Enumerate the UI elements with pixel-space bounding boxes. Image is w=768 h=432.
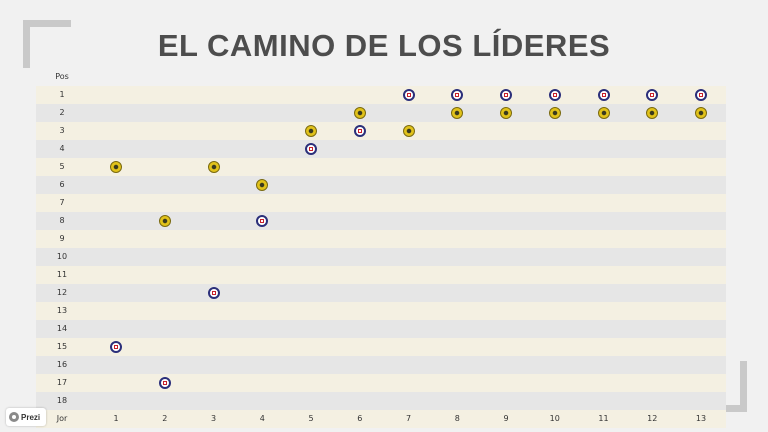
- x-tick-label: 9: [503, 414, 509, 423]
- y-tick-label: 16: [56, 360, 68, 369]
- position-row: 1: [36, 86, 726, 104]
- position-row: 14: [36, 320, 726, 338]
- y-tick-label: 11: [56, 270, 68, 279]
- x-tick-label: 1: [113, 414, 119, 423]
- x-tick-label: 7: [405, 414, 412, 423]
- x-tick-label: 5: [308, 414, 314, 423]
- y-tick-label: 13: [56, 306, 68, 315]
- position-row: 3: [36, 122, 726, 140]
- x-tick-label: 11: [598, 414, 609, 423]
- y-tick-label: 10: [56, 252, 68, 261]
- cruz-azul-crest-icon: [646, 89, 659, 101]
- cruz-azul-crest-icon: [402, 89, 415, 101]
- club-america-crest-icon: [451, 107, 464, 119]
- position-row: 11: [36, 266, 726, 284]
- y-axis-header: Pos: [55, 72, 69, 81]
- y-tick-label: 18: [56, 396, 68, 405]
- y-tick-label: 17: [56, 378, 68, 387]
- position-row: 7: [36, 194, 726, 212]
- frame-corner-top-left-vertical: [23, 20, 30, 68]
- club-america-crest-icon: [646, 107, 659, 119]
- position-row: 10: [36, 248, 726, 266]
- position-row: 18: [36, 392, 726, 410]
- prezi-logo-icon: [9, 412, 19, 422]
- cruz-azul-crest-icon: [158, 377, 171, 389]
- x-tick-label: 8: [454, 414, 460, 423]
- cruz-azul-crest-icon: [451, 89, 464, 101]
- leaders-position-chart: Pos 1 2 3 4 5 6 7 8 9 10 11 12 13 14 15 16 17 18 Jor 1 2 3 4 5 6 7…: [36, 68, 726, 428]
- x-tick-label: 6: [357, 414, 363, 423]
- position-row: 16: [36, 356, 726, 374]
- cruz-azul-crest-icon: [256, 215, 269, 227]
- y-tick-label: 7: [59, 198, 65, 207]
- position-row: 8: [36, 212, 726, 230]
- y-tick-label: 6: [59, 180, 65, 189]
- club-america-crest-icon: [353, 107, 366, 119]
- position-row: 15: [36, 338, 726, 356]
- y-tick-label: 15: [56, 342, 68, 351]
- cruz-azul-crest-icon: [695, 89, 707, 101]
- y-tick-label: 2: [59, 108, 65, 117]
- position-row: 12: [36, 284, 726, 302]
- x-tick-label: 3: [210, 414, 217, 423]
- x-tick-label: 4: [259, 414, 265, 423]
- y-tick-label: 4: [59, 144, 65, 153]
- x-axis-header: Jor: [56, 414, 68, 423]
- chart-header-row: Pos: [36, 68, 726, 86]
- club-america-crest-icon: [158, 215, 171, 227]
- club-america-crest-icon: [548, 107, 561, 119]
- position-row: 17: [36, 374, 726, 392]
- position-row: 4: [36, 140, 726, 158]
- prezi-label: Prezi: [21, 412, 41, 422]
- x-axis-row: Jor 1 2 3 4 5 6 7 8 9 10 11 12 13: [36, 410, 726, 428]
- x-tick-label: 2: [162, 414, 168, 423]
- y-tick-label: 3: [59, 126, 65, 135]
- cruz-azul-crest-icon: [305, 143, 317, 155]
- cruz-azul-crest-icon: [548, 89, 561, 101]
- club-america-crest-icon: [305, 125, 317, 137]
- prezi-badge[interactable]: Prezi: [6, 408, 46, 426]
- x-tick-label: 13: [695, 414, 707, 423]
- cruz-azul-crest-icon: [597, 89, 610, 101]
- position-row: 5: [36, 158, 726, 176]
- cruz-azul-crest-icon: [500, 89, 512, 101]
- club-america-crest-icon: [500, 107, 512, 119]
- x-tick-label: 12: [647, 414, 658, 423]
- y-tick-label: 1: [59, 90, 65, 99]
- y-tick-label: 8: [59, 216, 65, 225]
- page-title: EL CAMINO DE LOS LÍDERES: [157, 28, 611, 63]
- club-america-crest-icon: [207, 161, 220, 173]
- position-row: 13: [36, 302, 726, 320]
- club-america-crest-icon: [256, 179, 269, 191]
- club-america-crest-icon: [695, 107, 707, 119]
- y-tick-label: 12: [56, 288, 68, 297]
- cruz-azul-crest-icon: [353, 125, 366, 137]
- club-america-crest-icon: [402, 125, 415, 137]
- y-tick-label: 14: [56, 324, 68, 333]
- y-tick-label: 9: [59, 234, 65, 243]
- x-tick-label: 10: [549, 414, 560, 423]
- y-tick-label: 5: [59, 162, 65, 171]
- position-row: 9: [36, 230, 726, 248]
- position-row: 6: [36, 176, 726, 194]
- position-row: 2: [36, 104, 726, 122]
- club-america-crest-icon: [597, 107, 610, 119]
- cruz-azul-crest-icon: [207, 287, 220, 299]
- frame-corner-top-left-horizontal: [23, 20, 71, 27]
- club-america-crest-icon: [110, 161, 122, 173]
- frame-corner-bottom-right-vertical: [740, 361, 747, 412]
- cruz-azul-crest-icon: [110, 341, 122, 353]
